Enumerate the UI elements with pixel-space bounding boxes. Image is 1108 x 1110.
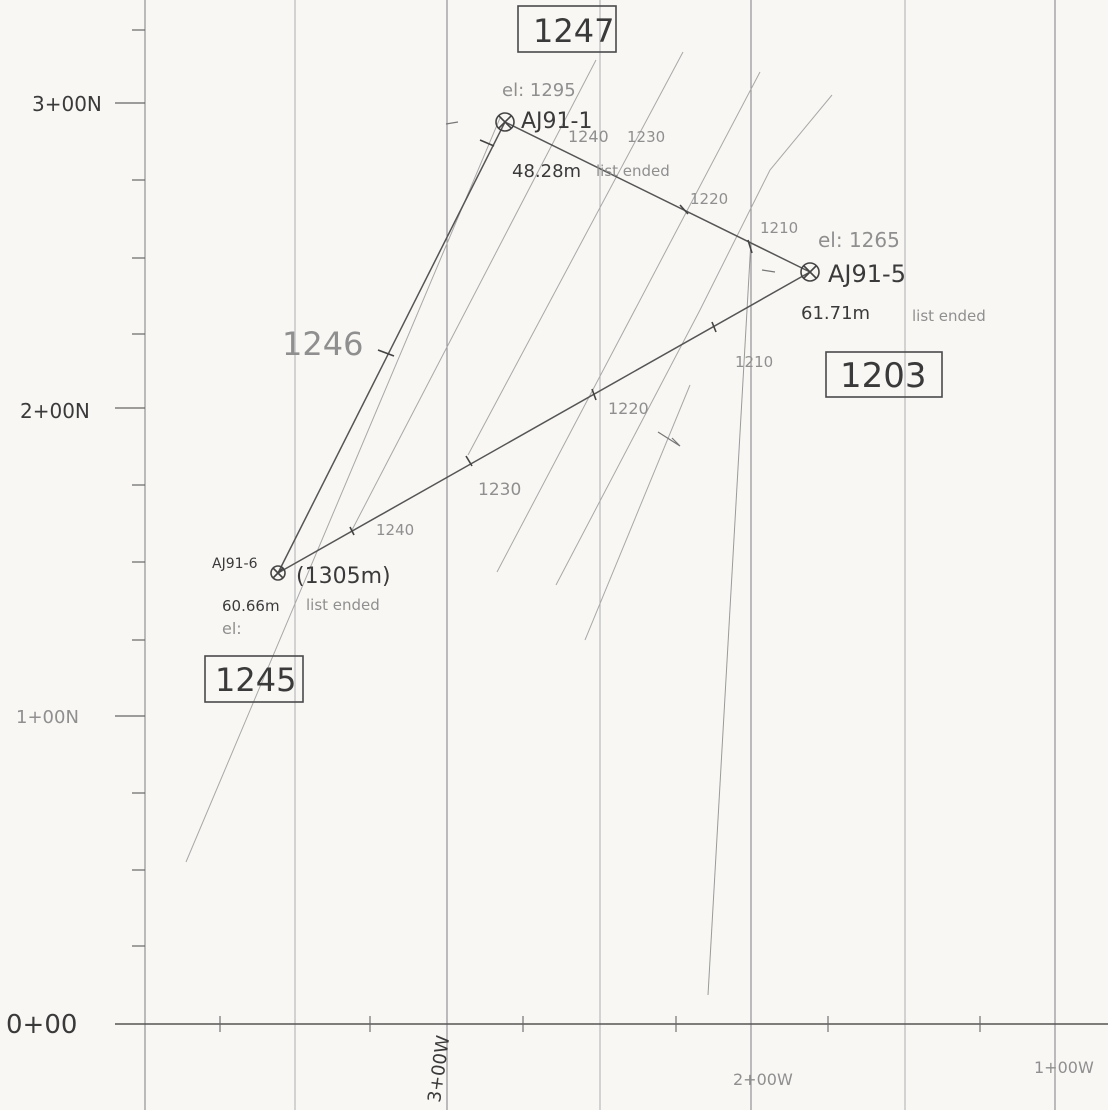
arrow-icon (657, 431, 681, 447)
collar-aj91-5-icon (800, 262, 820, 282)
label-3-00w: 3+00W (424, 1034, 454, 1104)
trace-aj91-1-to-aj91-5 (504, 121, 811, 273)
elevation-1203: 1203 (840, 356, 927, 396)
drillhole-collars (270, 112, 820, 581)
box-1247 (517, 5, 617, 53)
aj91-6-id: AJ91-6 (212, 556, 258, 572)
aj91-1-id: AJ91-1 (521, 109, 592, 134)
aj91-6-note: list ended (306, 596, 380, 614)
contour-line (496, 71, 761, 573)
grid-lines-vertical (144, 0, 1056, 1110)
contour-label: 1240 (568, 127, 609, 146)
label-2-00n: 2+00N (20, 399, 90, 423)
box-1203 (825, 351, 943, 398)
axis-ticks-left (115, 29, 145, 947)
collar-aj91-1-icon (495, 112, 515, 132)
contour-line (351, 59, 597, 531)
contour-label: 1210 (735, 353, 773, 371)
label-3-00n: 3+00N (32, 92, 102, 116)
aj91-5-elevation: el: 1265 (818, 228, 900, 252)
aj91-1-note: list ended (596, 162, 670, 180)
contour-line (185, 117, 501, 863)
contour-lines (185, 51, 833, 996)
contour-label: 1210 (760, 219, 798, 237)
arrow-icon (761, 269, 776, 273)
box-1245 (204, 655, 304, 703)
label-2-00w: 2+00W (733, 1070, 793, 1089)
aj91-1-elevation: el: 1295 (502, 80, 576, 101)
elevation-1247: 1247 (533, 12, 614, 50)
arrow-icon (445, 121, 459, 125)
label-0-00: 0+00 (6, 1010, 77, 1040)
elevation-1245: 1245 (215, 661, 296, 699)
contour-label: 1220 (690, 190, 728, 208)
contour-label: 1230 (478, 480, 521, 500)
section-label-1246: 1246 (282, 325, 363, 363)
aj91-5-id: AJ91-5 (828, 260, 906, 288)
aj91-1-length: 48.28m (512, 161, 581, 182)
contour-label: 1240 (376, 521, 414, 539)
direction-arrows (445, 121, 776, 447)
contour-label: 1230 (627, 128, 665, 146)
aj91-6-length: 60.66m (222, 597, 280, 615)
trace-aj91-5-to-aj91-6 (277, 271, 811, 574)
contour-label: 1220 (608, 399, 649, 418)
aj91-6-elevation: el: (222, 619, 242, 638)
contour-line (555, 94, 833, 586)
drillhole-traces (277, 121, 811, 574)
axis-ticks-bottom (219, 1016, 981, 1032)
contour-line (584, 384, 691, 641)
aj91-6-collar-elevation: (1305m) (296, 564, 391, 589)
trace-ticks (349, 139, 753, 536)
contour-line (467, 51, 684, 456)
aj91-5-note: list ended (912, 307, 986, 325)
label-1-00w: 1+00W (1034, 1058, 1094, 1077)
trace-aj91-6-to-aj91-1 (277, 121, 506, 574)
contour-line (707, 239, 752, 996)
collar-aj91-6-icon (270, 565, 286, 581)
label-1-00n: 1+00N (16, 707, 79, 728)
aj91-5-length: 61.71m (801, 303, 870, 324)
